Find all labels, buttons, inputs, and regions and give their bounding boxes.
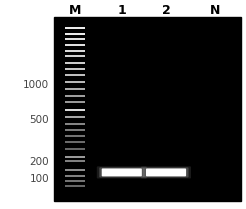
Text: M: M bbox=[69, 4, 81, 17]
Text: 1000: 1000 bbox=[23, 80, 49, 90]
Bar bbox=[64, 38, 86, 40]
Bar bbox=[54, 17, 241, 201]
Bar bbox=[64, 160, 86, 162]
FancyBboxPatch shape bbox=[99, 167, 144, 177]
Text: 500: 500 bbox=[30, 115, 49, 125]
Bar bbox=[64, 129, 86, 131]
Bar bbox=[64, 101, 86, 103]
Bar bbox=[64, 68, 86, 70]
Bar bbox=[64, 180, 86, 182]
Text: 1: 1 bbox=[117, 4, 126, 17]
Bar bbox=[64, 116, 86, 118]
Bar bbox=[64, 123, 86, 125]
Text: N: N bbox=[210, 4, 220, 17]
FancyBboxPatch shape bbox=[146, 168, 186, 176]
FancyBboxPatch shape bbox=[97, 166, 147, 178]
Bar bbox=[64, 62, 86, 64]
Bar bbox=[64, 33, 86, 35]
Bar bbox=[64, 148, 86, 150]
FancyBboxPatch shape bbox=[102, 168, 142, 176]
Bar bbox=[64, 88, 86, 90]
Text: 100: 100 bbox=[30, 174, 49, 184]
FancyBboxPatch shape bbox=[141, 166, 191, 178]
Bar bbox=[64, 141, 86, 143]
Bar bbox=[64, 50, 86, 52]
Bar bbox=[64, 135, 86, 137]
Text: 2: 2 bbox=[162, 4, 170, 17]
Bar bbox=[64, 27, 86, 29]
Bar bbox=[64, 175, 86, 177]
Text: 200: 200 bbox=[30, 157, 49, 167]
Bar bbox=[64, 55, 86, 57]
FancyBboxPatch shape bbox=[144, 167, 188, 177]
Bar bbox=[64, 169, 86, 171]
Bar bbox=[64, 109, 86, 111]
Bar bbox=[64, 156, 86, 158]
Bar bbox=[64, 95, 86, 97]
Bar bbox=[64, 81, 86, 83]
Bar bbox=[64, 74, 86, 76]
Bar bbox=[64, 44, 86, 46]
Bar bbox=[64, 185, 86, 187]
